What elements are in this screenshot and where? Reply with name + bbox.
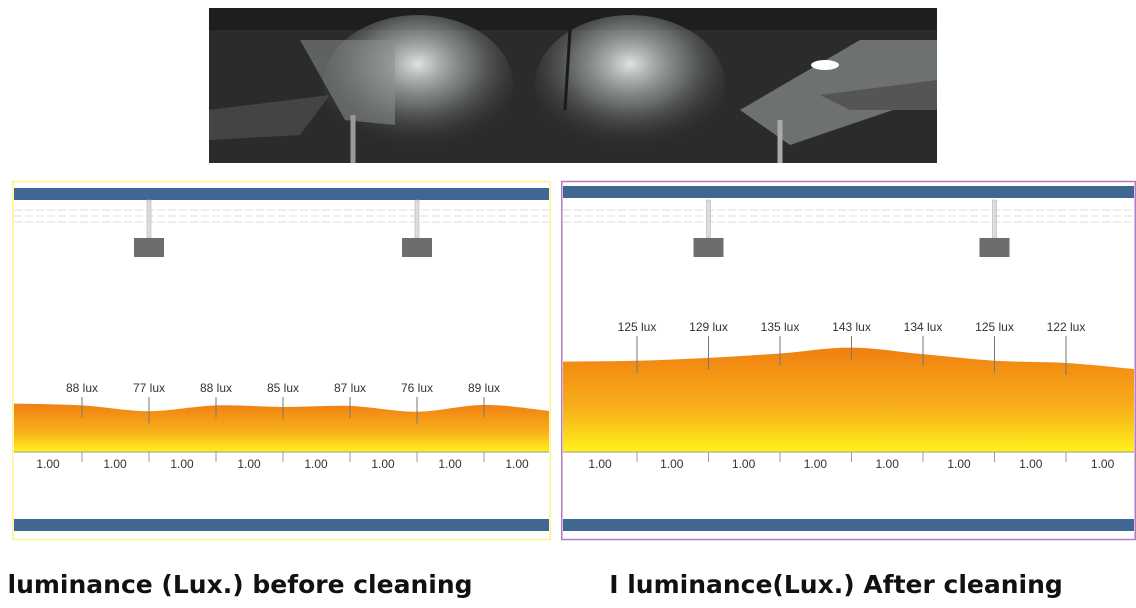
distance-label: 1.00 (1091, 457, 1115, 471)
lamp (693, 238, 724, 257)
distance-label: 1.00 (36, 457, 60, 471)
lamp-stem (992, 199, 997, 239)
lamp-stem (414, 199, 420, 239)
floor-bar (563, 519, 1134, 531)
distance-label: 1.00 (804, 457, 828, 471)
illuminance-area (563, 347, 1134, 452)
ceiling-bar (14, 188, 549, 200)
distance-label: 1.00 (947, 457, 971, 471)
caption: I luminance(Lux.) After cleaning (609, 570, 1063, 599)
lamp (402, 238, 432, 257)
lux-label: 125 lux (975, 320, 1014, 334)
illuminance-area (14, 403, 549, 452)
photo (209, 8, 937, 163)
lamp-stem (706, 199, 711, 239)
illuminance-panel: 88 lux 77 lux 88 lux 85 lux 87 lux 76 lux 89 l… (12, 180, 551, 541)
lux-label: 88 lux (200, 381, 232, 395)
lux-label: 134 lux (904, 320, 943, 334)
lamp (134, 238, 164, 257)
lux-label: 143 lux (832, 320, 871, 334)
distance-label: 1.00 (588, 457, 612, 471)
distance-label: 1.00 (1019, 457, 1043, 471)
distance-label: 1.00 (660, 457, 684, 471)
caption: I luminance (Lux.) before cleaning (0, 570, 473, 599)
distance-label: 1.00 (505, 457, 529, 471)
distance-label: 1.00 (438, 457, 462, 471)
panel-border (12, 180, 551, 541)
lux-label: 76 lux (401, 381, 433, 395)
floor-bar (14, 519, 549, 531)
lux-label: 122 lux (1047, 320, 1086, 334)
lux-label: 77 lux (133, 381, 165, 395)
lamp (979, 238, 1010, 257)
lux-label: 87 lux (334, 381, 366, 395)
distance-label: 1.00 (732, 457, 756, 471)
lux-label: 129 lux (689, 320, 728, 334)
lux-label: 89 lux (468, 381, 500, 395)
distance-label: 1.00 (237, 457, 261, 471)
lux-label: 125 lux (618, 320, 657, 334)
distance-label: 1.00 (876, 457, 900, 471)
distance-label: 1.00 (371, 457, 395, 471)
distance-label: 1.00 (304, 457, 328, 471)
lux-label: 135 lux (761, 320, 800, 334)
ceiling-bar (563, 186, 1134, 198)
illuminance-panel: 125 lux 129 lux 135 lux 143 lux 134 lux 125 l… (561, 180, 1136, 541)
lux-label: 85 lux (267, 381, 299, 395)
lamp-stem (146, 199, 152, 239)
distance-label: 1.00 (103, 457, 127, 471)
lux-label: 88 lux (66, 381, 98, 395)
distance-label: 1.00 (170, 457, 194, 471)
